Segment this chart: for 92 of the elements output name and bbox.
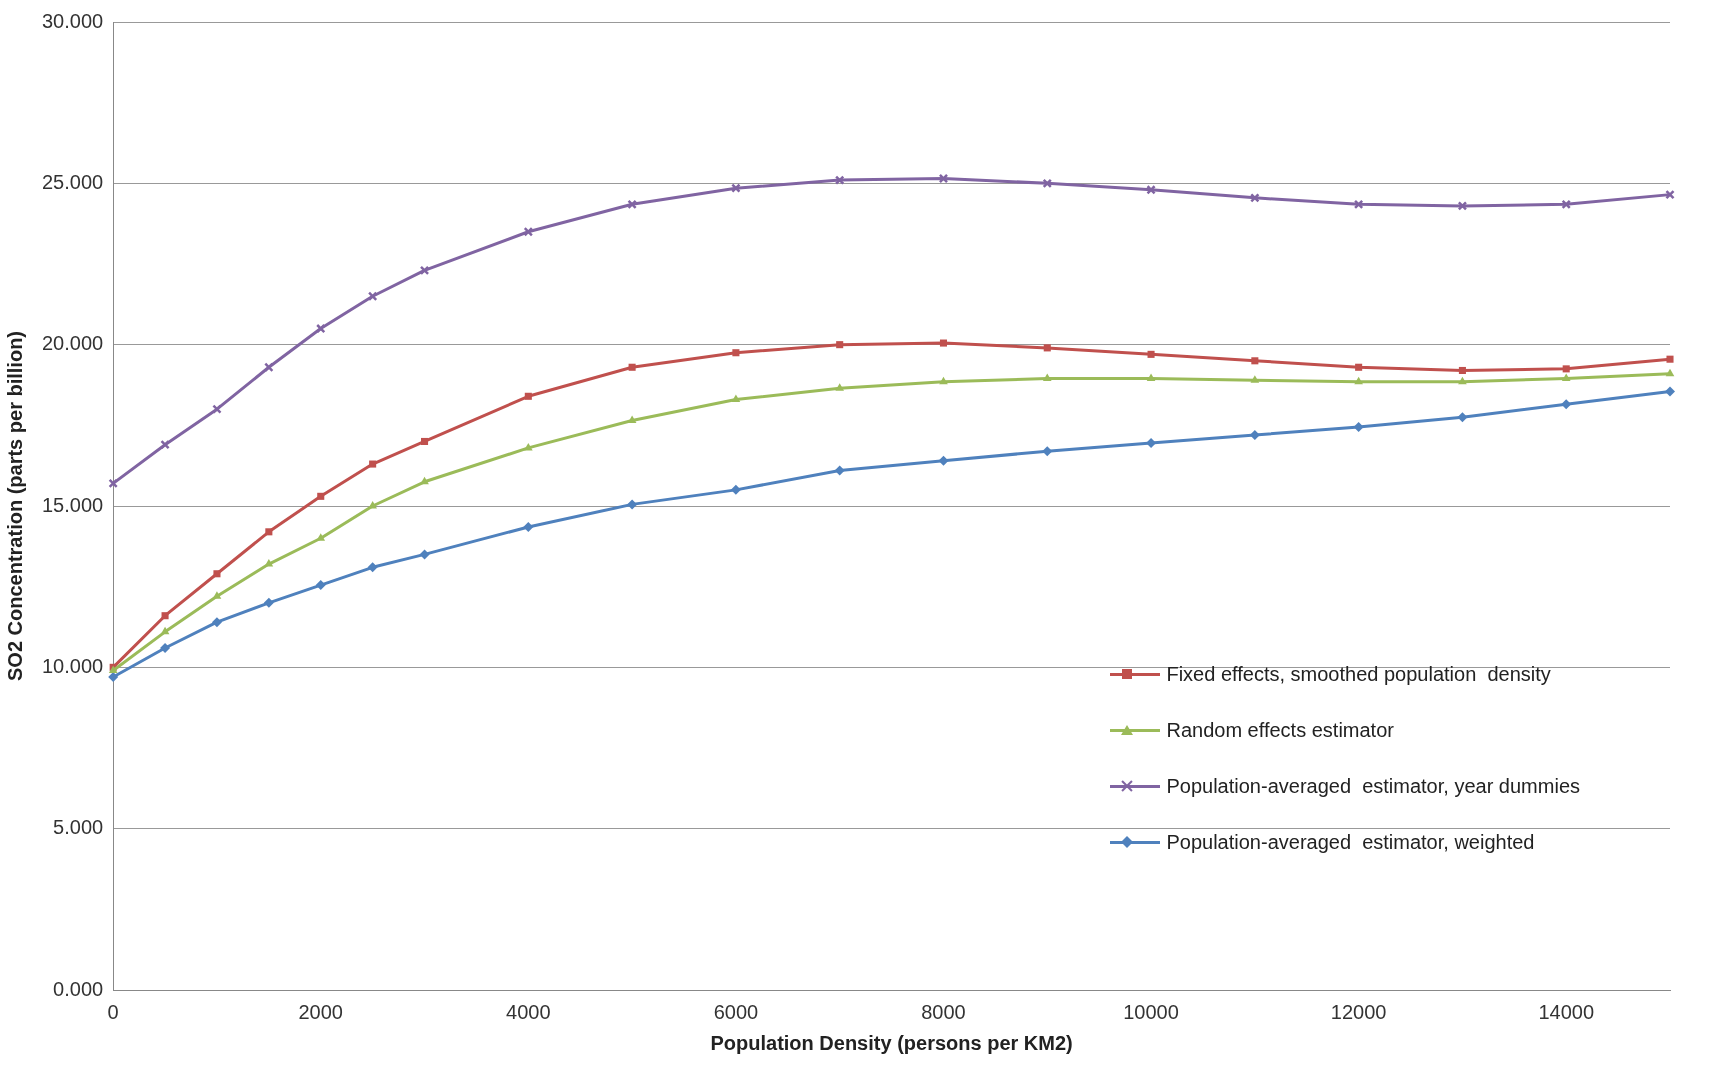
point: [938, 173, 949, 184]
point: [1354, 376, 1363, 385]
point: [730, 484, 741, 495]
point: [315, 323, 326, 334]
point: [834, 465, 845, 476]
point: [368, 501, 377, 509]
point: [265, 528, 273, 536]
point: [1353, 199, 1364, 210]
legend-label: Population-averaged estimator, weighted: [1166, 830, 1535, 854]
point: [315, 580, 326, 591]
legend-label: Population-averaged estimator, year dummies: [1166, 774, 1580, 798]
point: [160, 642, 171, 653]
point: [1458, 376, 1467, 385]
point: [367, 291, 378, 302]
point: [1457, 201, 1468, 211]
point: [1250, 375, 1260, 383]
point: [731, 394, 741, 403]
point: [1561, 373, 1571, 382]
point: [264, 559, 274, 567]
point: [316, 533, 326, 541]
point: [161, 612, 169, 620]
point: [212, 404, 222, 414]
legend-label: Random effects estimator: [1166, 718, 1394, 742]
y-tick-label: 15.000: [42, 493, 104, 516]
point: [1355, 363, 1363, 371]
point: [731, 183, 741, 193]
point: [1042, 373, 1052, 382]
x-tick-label: 4000: [506, 1000, 551, 1023]
point: [1251, 357, 1259, 365]
legend-label: Fixed effects, smoothed population density: [1166, 662, 1551, 686]
point: [1561, 399, 1572, 410]
point: [1250, 193, 1260, 203]
x-tick-label: 2000: [298, 1000, 343, 1023]
point: [367, 562, 378, 573]
point: [938, 455, 949, 466]
point: [1665, 386, 1675, 397]
x-tick-label: 0: [107, 1000, 119, 1023]
x-axis-title: Population Density (persons per KM2): [710, 1031, 1073, 1054]
point: [628, 363, 636, 371]
point: [627, 499, 638, 510]
point: [1458, 366, 1466, 375]
point: [836, 341, 844, 349]
point: [1146, 185, 1156, 195]
point: [1665, 368, 1675, 377]
point: [1457, 412, 1468, 423]
point: [834, 175, 845, 185]
y-axis-title: SO2 Concentration (parts per billion): [3, 330, 26, 682]
point: [523, 521, 534, 532]
y-tick-label: 25.000: [42, 170, 104, 193]
point: [420, 476, 429, 485]
point: [160, 439, 170, 450]
point: [419, 265, 430, 276]
point: [421, 437, 429, 445]
point: [108, 672, 119, 683]
y-tick-label: 20.000: [42, 332, 104, 355]
point: [1353, 421, 1364, 432]
y-tick-label: 10.000: [42, 654, 104, 677]
x-tick-label: 10000: [1123, 1000, 1179, 1023]
point: [1665, 189, 1675, 200]
point: [108, 478, 118, 489]
point: [1561, 199, 1571, 210]
point: [523, 226, 534, 237]
point: [1042, 178, 1053, 189]
point: [1042, 446, 1053, 457]
point: [213, 570, 221, 578]
x-tick-label: 14000: [1538, 1000, 1595, 1023]
point: [1666, 355, 1674, 363]
x-tick-label: 12000: [1330, 1000, 1387, 1023]
point: [627, 199, 637, 210]
point: [264, 362, 274, 373]
point: [524, 442, 533, 451]
y-tick-label: 0.000: [53, 977, 104, 1000]
point: [369, 460, 377, 468]
point: [317, 492, 325, 500]
point: [732, 349, 740, 357]
x-tick-label: 8000: [921, 1000, 966, 1023]
point: [1147, 350, 1155, 358]
point: [1562, 365, 1570, 373]
y-tick-label: 30.000: [42, 9, 104, 32]
y-tick-label: 5.000: [53, 816, 104, 839]
point: [835, 383, 845, 391]
point: [939, 376, 948, 385]
point: [211, 617, 222, 628]
point: [212, 591, 222, 599]
point: [263, 597, 274, 608]
point: [524, 392, 532, 400]
point: [160, 626, 170, 635]
x-tick-label: 6000: [713, 1000, 759, 1023]
point: [419, 549, 430, 560]
point: [1043, 344, 1051, 352]
point: [939, 339, 948, 347]
point: [1146, 373, 1156, 382]
